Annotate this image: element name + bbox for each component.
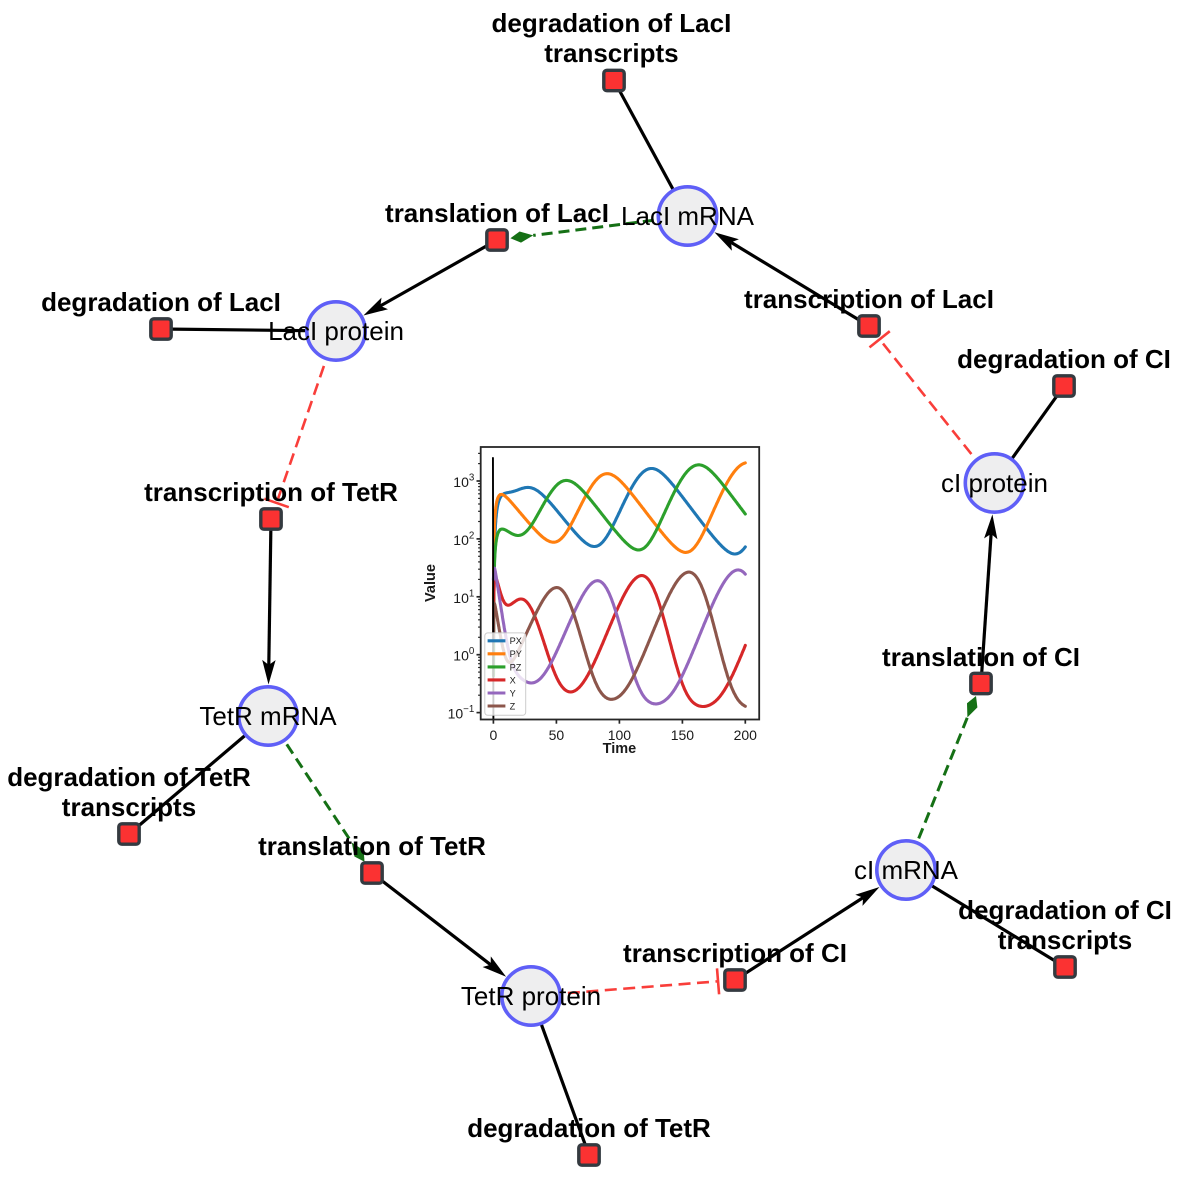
svg-text:cI protein: cI protein [941,468,1048,498]
svg-text:degradation of TetR: degradation of TetR [7,762,251,792]
svg-text:transcription of TetR: transcription of TetR [144,477,398,507]
svg-text:LacI mRNA: LacI mRNA [621,201,755,231]
svg-text:PY: PY [510,649,522,659]
svg-text:degradation of TetR: degradation of TetR [467,1113,711,1143]
svg-text:cI mRNA: cI mRNA [854,855,959,885]
svg-text:Y: Y [510,688,516,698]
svg-text:transcription of LacI: transcription of LacI [744,284,994,314]
svg-text:Value: Value [423,564,439,602]
svg-text:degradation of CI: degradation of CI [958,895,1172,925]
svg-text:TetR protein: TetR protein [461,981,601,1011]
svg-text:150: 150 [671,727,695,743]
svg-text:degradation of LacI: degradation of LacI [41,287,281,317]
svg-text:LacI protein: LacI protein [268,316,404,346]
svg-text:degradation of CI: degradation of CI [957,344,1171,374]
svg-text:X: X [510,675,516,685]
svg-text:0: 0 [490,727,498,743]
svg-text:translation of TetR: translation of TetR [258,831,486,861]
svg-text:Time: Time [603,741,637,757]
svg-text:transcription of CI: transcription of CI [623,938,847,968]
svg-text:PX: PX [510,636,522,646]
svg-text:transcripts: transcripts [544,38,678,68]
svg-text:transcripts: transcripts [998,925,1132,955]
svg-text:translation of LacI: translation of LacI [385,198,609,228]
svg-text:PZ: PZ [510,662,522,672]
svg-text:50: 50 [549,727,565,743]
svg-text:100: 100 [608,727,632,743]
svg-text:Z: Z [510,701,516,711]
svg-text:degradation of LacI: degradation of LacI [491,8,731,38]
svg-text:200: 200 [734,727,758,743]
svg-text:TetR mRNA: TetR mRNA [199,701,337,731]
svg-text:transcripts: transcripts [62,792,196,822]
svg-text:translation of CI: translation of CI [882,642,1080,672]
